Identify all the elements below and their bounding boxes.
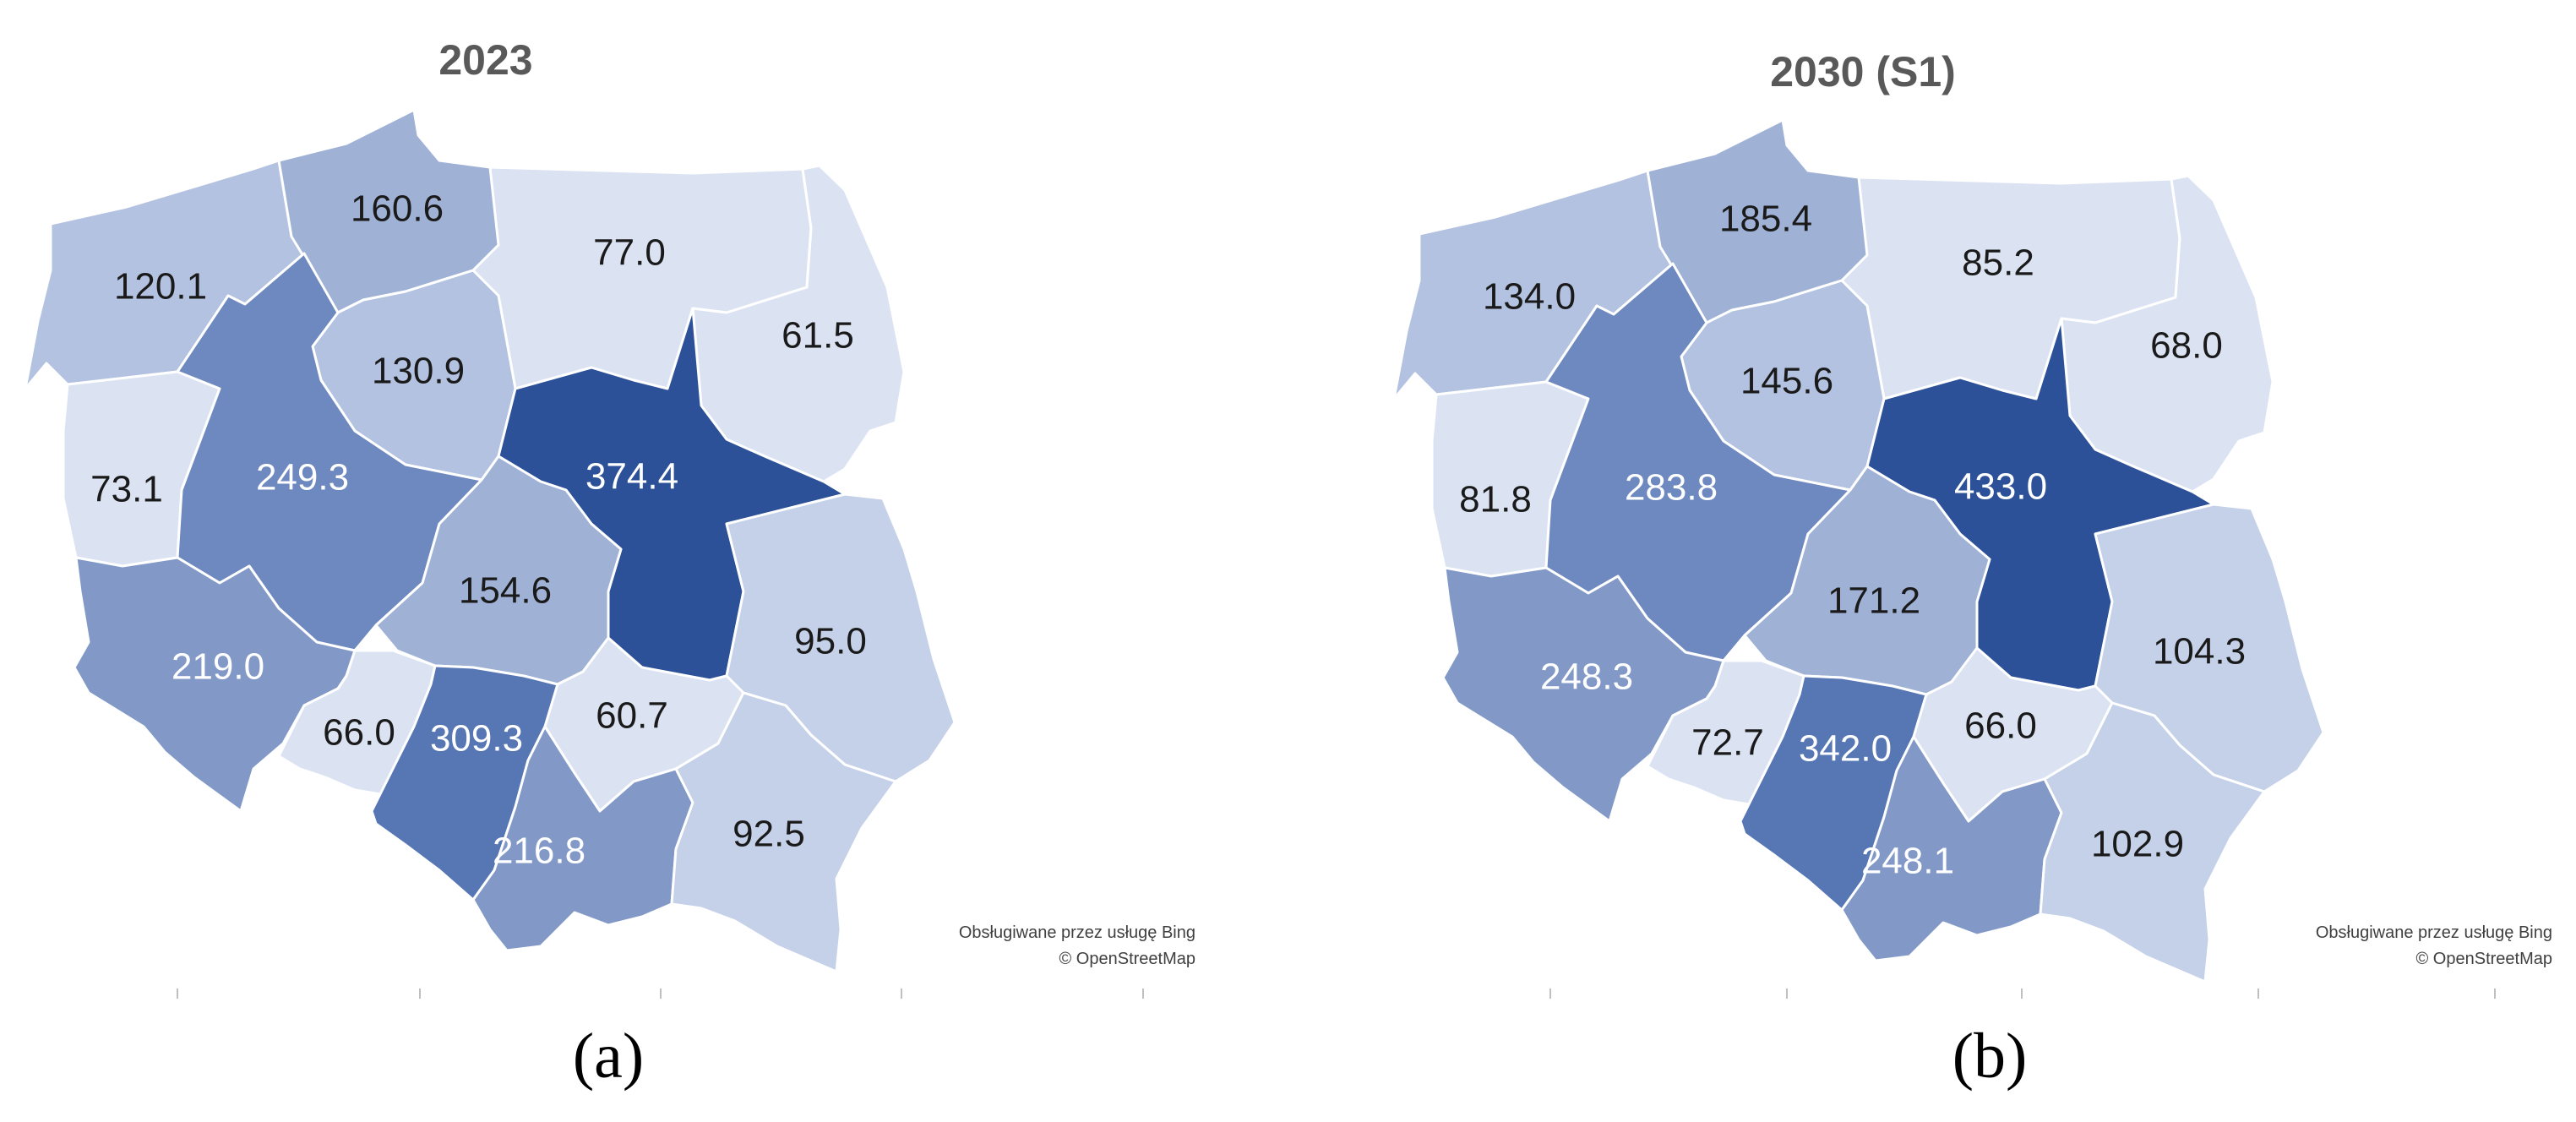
value-label-mazowieckie: 433.0	[1954, 466, 2047, 508]
value-label-zachodniopomorskie: 134.0	[1483, 276, 1576, 318]
value-label-kujawsko-pomorskie: 145.6	[1740, 361, 1833, 402]
region-malopolskie	[471, 725, 694, 952]
value-label-lubelskie: 104.3	[2153, 631, 2246, 673]
value-label-pomorskie: 185.4	[1719, 199, 1812, 240]
value-label-slaskie: 309.3	[430, 718, 523, 760]
map-svg-a: 120.1 160.6 77.0 61.5 130.9 73.1 249.3 374.4 154…	[24, 36, 1195, 1092]
value-label-dolnoslaskie: 219.0	[172, 646, 264, 688]
value-label-slaskie: 342.0	[1799, 728, 1892, 770]
value-label-wielkopolskie: 249.3	[256, 457, 349, 498]
value-label-malopolskie: 248.1	[1861, 841, 1954, 882]
value-label-lubuskie: 73.1	[90, 469, 163, 510]
value-label-mazowieckie: 374.4	[585, 456, 678, 498]
value-label-podlaskie: 68.0	[2150, 325, 2223, 367]
value-label-podkarpackie: 92.5	[732, 814, 805, 855]
value-label-dolnoslaskie: 248.3	[1540, 656, 1633, 698]
value-label-opolskie: 66.0	[323, 712, 395, 754]
value-label-opolskie: 72.7	[1691, 722, 1764, 764]
map-title: 2030 (S1)	[1770, 48, 1956, 95]
region-slaskie	[370, 664, 559, 901]
value-label-lubuskie: 81.8	[1459, 479, 1532, 520]
map-credit-line2: © OpenStreetMap	[1059, 950, 1195, 968]
axis-ticks	[1549, 989, 2496, 999]
value-label-podlaskie: 61.5	[782, 315, 854, 357]
value-label-lodzkie: 154.6	[459, 570, 552, 612]
regions-group	[1392, 118, 2325, 983]
value-label-warminsko-mazurskie: 85.2	[1962, 242, 2034, 284]
value-label-wielkopolskie: 283.8	[1625, 467, 1718, 509]
value-label-lodzkie: 171.2	[1827, 580, 1920, 622]
value-label-swietokrzyskie: 60.7	[596, 695, 668, 737]
panel-label: (b)	[1952, 1021, 2028, 1092]
labels-group: 134.0 185.4 85.2 68.0 145.6 81.8 283.8 433.0 171…	[1459, 199, 2246, 882]
value-label-zachodniopomorskie: 120.1	[114, 266, 207, 308]
value-label-kujawsko-pomorskie: 130.9	[372, 351, 465, 392]
map-panel-a: 120.1 160.6 77.0 61.5 130.9 73.1 249.3 374.4 154…	[24, 36, 1195, 1092]
value-label-warminsko-mazurskie: 77.0	[593, 232, 666, 274]
value-label-pomorskie: 160.6	[351, 188, 444, 230]
value-label-lubelskie: 95.0	[794, 621, 867, 662]
region-malopolskie	[1840, 735, 2063, 962]
region-podkarpackie	[670, 691, 897, 973]
axis-ticks	[177, 989, 1144, 999]
map-credit-line1: Obsługiwane przez usługę Bing	[959, 923, 1195, 942]
map-svg-b: 134.0 185.4 85.2 68.0 145.6 81.8 283.8 433.0 171…	[1392, 48, 2552, 1092]
map-title: 2023	[438, 36, 532, 84]
labels-group: 120.1 160.6 77.0 61.5 130.9 73.1 249.3 374.4 154…	[90, 188, 867, 872]
region-slaskie	[1739, 674, 1928, 912]
panel-label: (a)	[573, 1021, 644, 1092]
value-label-podkarpackie: 102.9	[2091, 824, 2184, 865]
map-panel-b: 134.0 185.4 85.2 68.0 145.6 81.8 283.8 433.0 171…	[1288, 0, 2576, 1122]
map-credit-line1: Obsługiwane przez usługę Bing	[2316, 923, 2552, 942]
value-label-malopolskie: 216.8	[493, 831, 585, 872]
region-podkarpackie	[2039, 701, 2266, 983]
regions-group	[24, 108, 956, 973]
value-label-swietokrzyskie: 66.0	[1964, 705, 2037, 747]
map-credit-line2: © OpenStreetMap	[2416, 950, 2552, 968]
